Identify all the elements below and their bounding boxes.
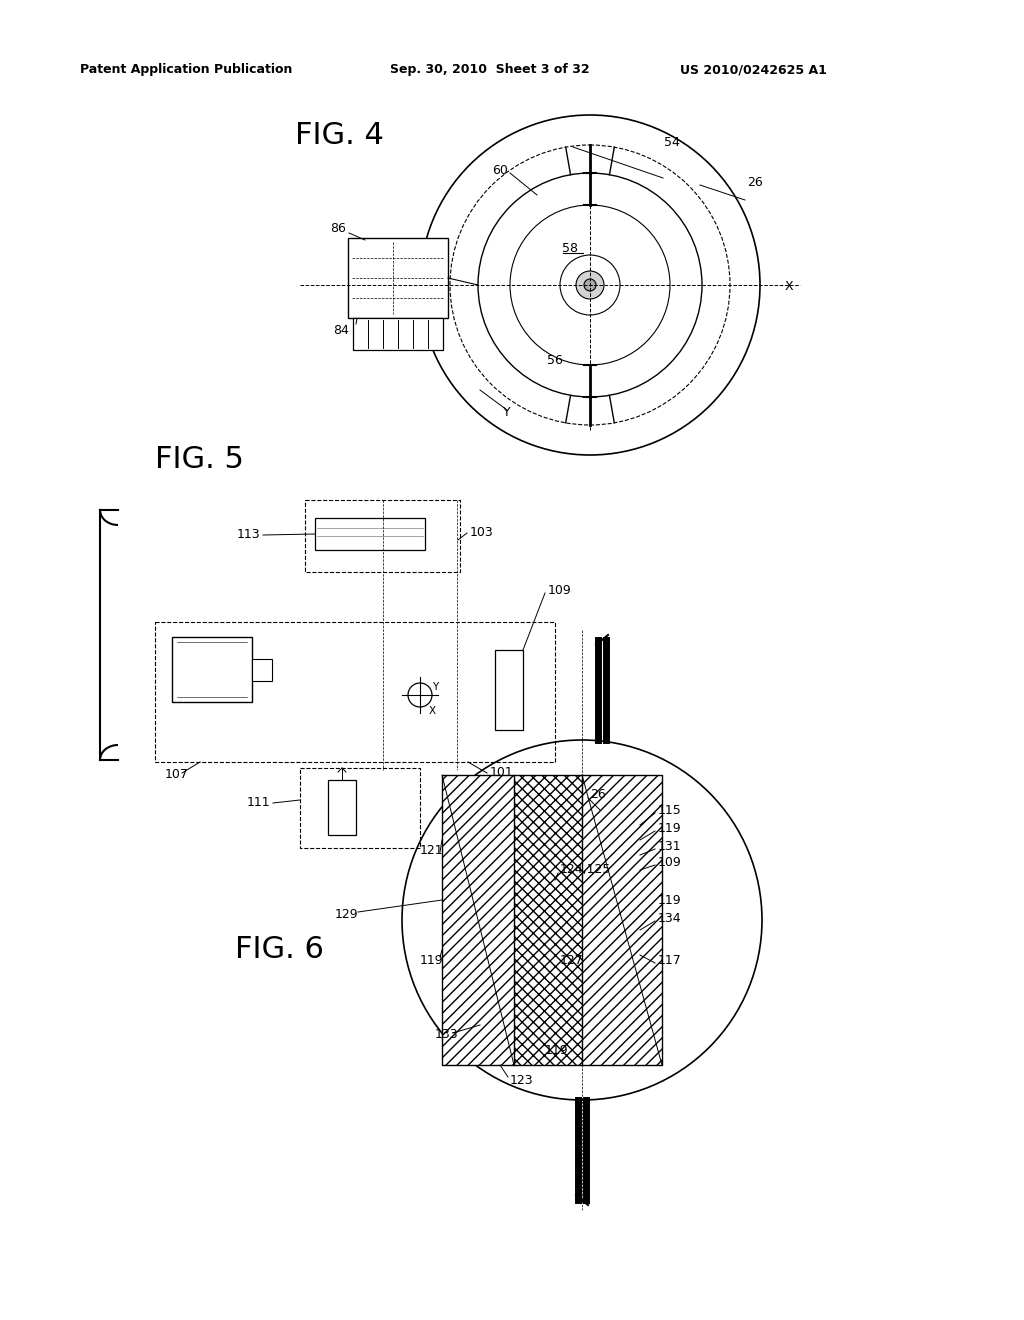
Text: 26: 26 — [748, 177, 763, 190]
Text: 113: 113 — [237, 528, 260, 541]
Text: 58: 58 — [562, 242, 578, 255]
Text: 60: 60 — [493, 164, 508, 177]
Text: Y: Y — [503, 407, 511, 420]
Text: 103: 103 — [470, 527, 494, 540]
Bar — [348, 238, 449, 318]
Text: 111: 111 — [247, 796, 270, 809]
Bar — [353, 318, 443, 350]
Bar — [514, 775, 582, 1065]
Bar — [495, 649, 523, 730]
Text: 101: 101 — [490, 767, 514, 780]
Text: X: X — [785, 281, 794, 293]
Text: 119: 119 — [545, 1044, 568, 1056]
Text: 119: 119 — [658, 894, 682, 907]
Text: 109: 109 — [548, 583, 571, 597]
Text: 129: 129 — [335, 908, 358, 921]
Text: 109: 109 — [658, 855, 682, 869]
Circle shape — [575, 271, 604, 300]
Text: 86: 86 — [330, 222, 346, 235]
Bar — [442, 775, 514, 1065]
Text: 127: 127 — [560, 953, 584, 966]
Text: 121: 121 — [420, 843, 443, 857]
Text: 54: 54 — [664, 136, 680, 149]
Text: X: X — [428, 706, 435, 715]
Text: 133: 133 — [435, 1028, 459, 1041]
Text: Sep. 30, 2010  Sheet 3 of 32: Sep. 30, 2010 Sheet 3 of 32 — [390, 63, 590, 77]
Text: 117: 117 — [658, 953, 682, 966]
Bar — [172, 638, 252, 702]
Text: 26: 26 — [590, 788, 606, 801]
Bar — [300, 768, 420, 847]
Text: FIG. 4: FIG. 4 — [295, 120, 384, 149]
Text: 56: 56 — [547, 354, 563, 367]
Bar — [582, 775, 662, 1065]
Text: 107: 107 — [165, 768, 188, 781]
Text: 84: 84 — [333, 323, 349, 337]
Bar — [328, 780, 356, 836]
Bar — [252, 659, 272, 681]
Text: US 2010/0242625 A1: US 2010/0242625 A1 — [680, 63, 826, 77]
Text: 115: 115 — [658, 804, 682, 817]
Text: 124,125: 124,125 — [560, 863, 611, 876]
Text: 123: 123 — [510, 1073, 534, 1086]
Text: 119: 119 — [420, 953, 443, 966]
Text: 134: 134 — [658, 912, 682, 924]
Text: 119: 119 — [658, 821, 682, 834]
Bar — [442, 775, 662, 1065]
Text: Y: Y — [432, 682, 438, 692]
Bar — [155, 622, 555, 762]
Bar — [305, 500, 460, 572]
Text: Patent Application Publication: Patent Application Publication — [80, 63, 293, 77]
Bar — [315, 517, 425, 550]
Text: FIG. 6: FIG. 6 — [234, 936, 324, 965]
Circle shape — [584, 279, 596, 290]
Text: 131: 131 — [658, 840, 682, 853]
Text: FIG. 5: FIG. 5 — [155, 446, 244, 474]
